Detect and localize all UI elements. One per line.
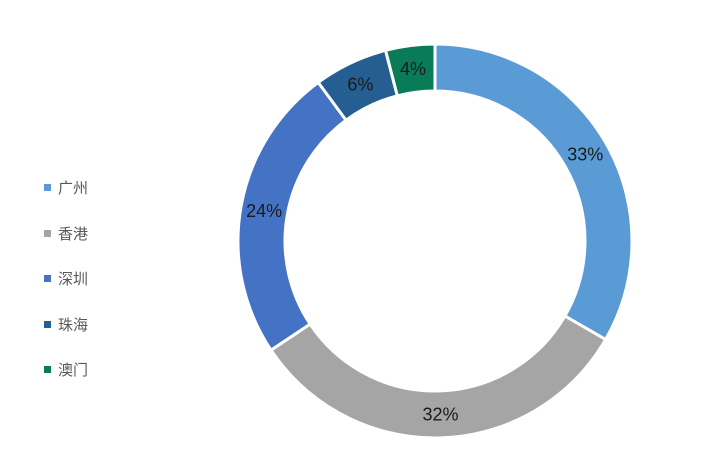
legend-item-shenzhen: 深圳 [44, 256, 88, 302]
slice-label-macau: 4% [400, 59, 426, 79]
legend-item-guangzhou: 广州 [44, 165, 88, 211]
legend-item-macau: 澳门 [44, 347, 88, 393]
slice-label-guangzhou: 33% [567, 144, 603, 164]
legend-label-shenzhen: 深圳 [58, 270, 89, 289]
legend-swatch-shenzhen [44, 275, 51, 283]
legend-label-zhuhai: 珠海 [58, 315, 89, 334]
slice-label-hongkong: 32% [422, 404, 458, 424]
legend-label-guangzhou: 广州 [58, 179, 89, 198]
legend-swatch-zhuhai [44, 320, 51, 328]
slice-label-zhuhai: 6% [347, 74, 373, 94]
legend-item-zhuhai: 珠海 [44, 302, 88, 348]
slice-macau [383, 42, 437, 98]
legend-swatch-macau [44, 366, 51, 374]
donut-slices [236, 42, 634, 440]
slice-guangzhou [433, 42, 634, 342]
slice-label-shenzhen: 24% [246, 201, 282, 221]
legend-item-hongkong: 香港 [44, 211, 88, 257]
slice-hongkong [268, 313, 608, 440]
legend-label-macau: 澳门 [58, 361, 89, 380]
legend-label-hongkong: 香港 [58, 224, 89, 243]
legend: 广州 香港 深圳 珠海 澳门 [44, 165, 88, 393]
slice-labels: 33% 32% 24% 6% 4% [246, 59, 603, 425]
legend-swatch-guangzhou [44, 184, 51, 192]
legend-swatch-hongkong [44, 229, 51, 237]
